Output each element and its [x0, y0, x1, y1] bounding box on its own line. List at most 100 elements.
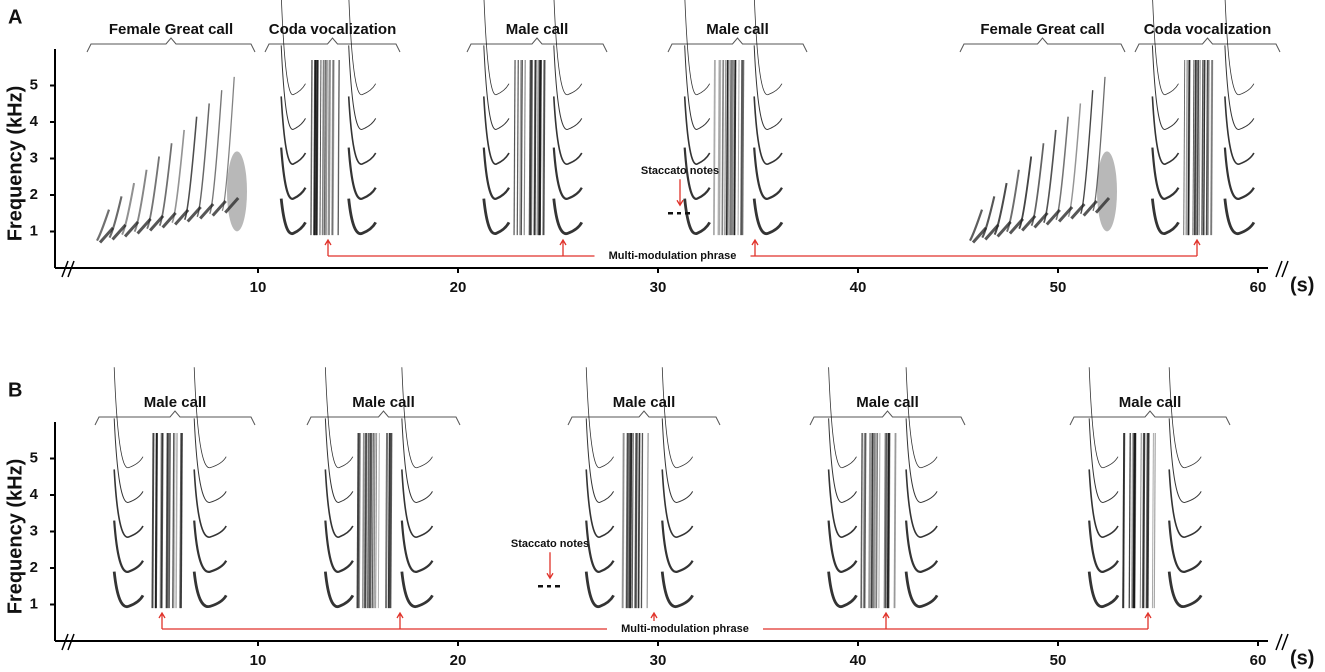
spectrogram-trace — [1167, 571, 1203, 608]
spectrogram-trace — [361, 432, 365, 609]
staccato-label: Staccato notes — [641, 165, 719, 177]
spectrogram-trace — [180, 432, 183, 609]
spectrogram-trace — [400, 571, 434, 608]
spectrogram-trace — [726, 59, 730, 236]
spectrogram-trace — [1196, 59, 1200, 236]
spectrogram-trace — [324, 367, 354, 469]
spectrogram-trace — [171, 129, 185, 224]
spectrogram-trace — [905, 520, 939, 573]
phrase-label-bg — [607, 621, 763, 637]
y-tick-label: 4 — [30, 486, 39, 503]
spectrogram — [827, 367, 939, 609]
spectrogram-trace — [1142, 432, 1146, 609]
spectrogram-trace — [828, 418, 857, 503]
spectrogram-trace — [971, 226, 988, 244]
spectrogram-trace — [1203, 59, 1206, 236]
spectrogram-trace — [640, 432, 643, 609]
spectrogram-trace — [870, 432, 874, 609]
call-bracket — [1134, 37, 1281, 53]
spectrogram-trace — [862, 432, 866, 609]
spectrogram-trace — [280, 96, 307, 165]
spectrogram-trace — [1132, 432, 1136, 609]
spectrogram-trace — [516, 59, 519, 236]
call-label: Male call — [613, 394, 676, 411]
spectrogram-trace — [324, 469, 354, 538]
spectrogram-trace — [1006, 169, 1020, 233]
spectrogram-trace — [718, 59, 722, 236]
spectrogram-trace — [884, 432, 888, 609]
spectrogram-trace — [1043, 129, 1057, 224]
spectrogram-trace — [530, 59, 533, 236]
spectrogram-trace — [863, 432, 867, 609]
spectrogram-trace — [1223, 198, 1256, 235]
spectrogram — [482, 0, 584, 236]
call-label: Coda vocalization — [269, 21, 397, 38]
spectrogram-trace — [385, 432, 389, 609]
spectrogram-trace — [721, 59, 725, 236]
spectrogram-trace — [538, 59, 542, 236]
spectrogram-trace — [553, 0, 583, 96]
phrase-label: Multi-modulation phrase — [609, 250, 737, 262]
y-tick-label: 1 — [30, 222, 38, 239]
spectrogram-trace — [887, 432, 891, 609]
spectrogram-trace — [1151, 96, 1180, 165]
spectrogram-trace — [1168, 418, 1202, 503]
y-axis-label: Frequency (kHz) — [4, 459, 26, 615]
axis-break — [61, 260, 1289, 278]
spectrogram-trace — [281, 0, 306, 96]
spectrogram-trace — [585, 367, 614, 469]
spectrogram-trace — [1224, 45, 1255, 130]
phrase-arrow — [158, 611, 166, 629]
spectrogram-trace — [752, 198, 784, 235]
spectrogram-trace — [740, 59, 743, 236]
spectrogram-trace — [371, 432, 374, 609]
spectrogram-trace — [133, 169, 148, 233]
spectrogram — [279, 0, 377, 236]
spectrogram-trace — [280, 147, 307, 200]
spectrogram-trace — [683, 147, 711, 200]
spectrogram-trace — [1080, 90, 1094, 215]
spectrogram-trace — [528, 59, 532, 236]
spectrogram-trace — [1151, 147, 1180, 200]
spectrogram-trace — [828, 367, 857, 469]
spectrogram-trace — [358, 432, 361, 609]
spectrogram-trace — [1087, 571, 1120, 608]
spectrogram-trace — [389, 432, 393, 609]
spectrogram-trace — [209, 90, 223, 215]
spectrogram-trace — [1187, 59, 1191, 236]
call-label: Female Great call — [980, 21, 1104, 38]
spectrogram-trace — [729, 59, 733, 236]
spectrogram-trace — [221, 76, 235, 212]
spectrogram-trace — [168, 432, 171, 609]
spectrogram-trace — [519, 59, 523, 236]
spectrogram-trace — [96, 209, 111, 242]
y-tick-label: 2 — [30, 186, 38, 203]
spectrogram-trace — [331, 59, 335, 236]
spectrogram-trace — [1183, 59, 1186, 236]
spectrogram-trace — [224, 196, 240, 214]
x-tick-label: 60 — [1250, 279, 1267, 296]
phrase-arrow — [396, 611, 404, 629]
spectrogram-trace — [872, 432, 875, 609]
y-tick-label: 4 — [30, 113, 39, 130]
spectrogram-trace — [400, 520, 434, 573]
spectrogram-trace — [737, 59, 740, 236]
spectrogram-trace — [161, 211, 177, 229]
staccato-arrow — [676, 179, 684, 207]
spectrogram-trace — [1088, 418, 1119, 503]
spectrogram-trace — [323, 571, 355, 608]
spectrogram-trace — [483, 96, 510, 165]
spectrogram-trace — [401, 367, 433, 469]
spectrogram-trace — [712, 59, 716, 236]
call-bracket — [667, 37, 808, 53]
spectrogram-trace — [377, 432, 380, 609]
spectrogram-trace — [513, 59, 516, 236]
spectrogram-trace — [1128, 432, 1131, 609]
x-tick-label: 20 — [450, 279, 467, 296]
phrase-arrow — [559, 238, 567, 256]
x-tick-label: 20 — [450, 652, 467, 669]
spectrogram-trace — [319, 59, 322, 236]
spectrogram-trace — [553, 45, 583, 130]
spectrogram-trace — [483, 0, 510, 96]
